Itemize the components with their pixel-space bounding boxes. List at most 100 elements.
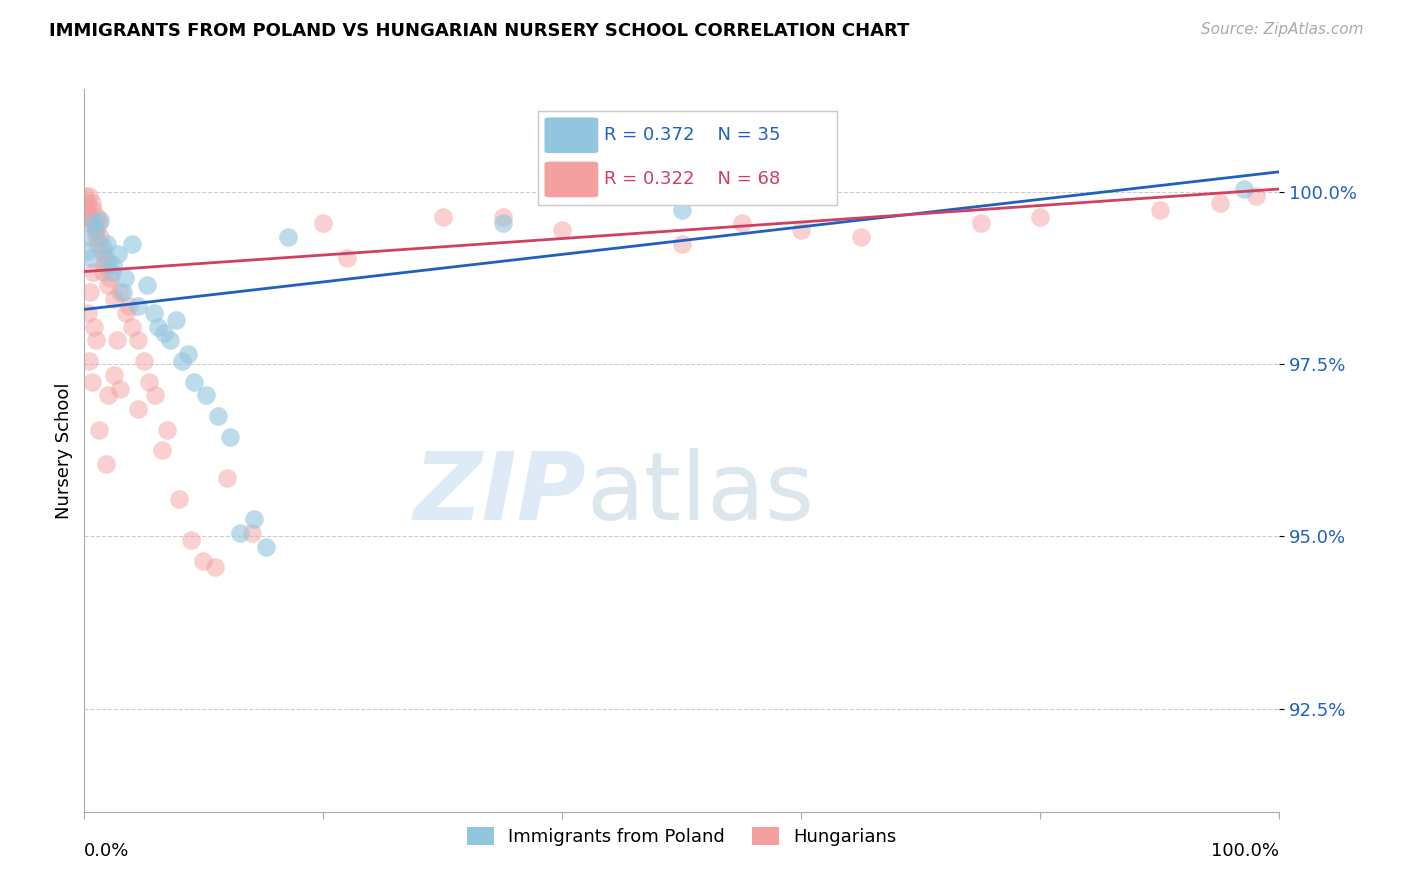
Point [83, 216, 105, 230]
Point [153, 326, 176, 341]
Point [159, 334, 181, 348]
Point [432, 210, 454, 224]
Point [551, 223, 574, 237]
Point [91, 264, 114, 278]
Point [127, 334, 149, 348]
Point [76, 202, 98, 217]
Point [84, 230, 107, 244]
Point [204, 560, 226, 574]
Point [83, 223, 105, 237]
Point [97, 388, 120, 402]
Point [121, 237, 143, 252]
Point [77, 189, 100, 203]
Point [243, 512, 266, 526]
Point [87, 237, 110, 252]
Point [193, 553, 215, 567]
Point [180, 533, 202, 547]
Point [76, 244, 98, 258]
Point [77, 230, 100, 244]
Point [80, 251, 103, 265]
Point [86, 223, 108, 237]
Point [671, 237, 693, 252]
Point [82, 264, 104, 278]
Point [89, 216, 111, 230]
Point [142, 306, 165, 320]
Point [86, 334, 108, 348]
Point [127, 402, 149, 417]
Point [229, 526, 252, 541]
Point [80, 375, 103, 389]
Point [111, 285, 134, 300]
Point [90, 244, 112, 258]
Point [79, 210, 101, 224]
Text: 0.0%: 0.0% [84, 842, 129, 860]
Point [101, 264, 124, 278]
Point [254, 540, 277, 554]
Point [217, 471, 239, 485]
Point [98, 271, 121, 285]
Point [148, 319, 170, 334]
Point [103, 292, 125, 306]
Point [114, 306, 136, 320]
Point [121, 319, 143, 334]
Point [127, 299, 149, 313]
Point [79, 285, 101, 300]
Point [135, 278, 157, 293]
Point [336, 251, 359, 265]
Point [1029, 210, 1052, 224]
Point [195, 388, 218, 402]
Point [138, 375, 160, 389]
Point [219, 430, 242, 444]
Point [114, 271, 136, 285]
Point [240, 526, 263, 541]
Point [101, 258, 124, 272]
Point [97, 254, 120, 268]
Point [492, 210, 515, 224]
Point [80, 216, 103, 230]
Point [183, 375, 205, 389]
Point [156, 423, 179, 437]
Point [103, 368, 125, 382]
Point [312, 216, 335, 230]
Point [89, 230, 111, 244]
Point [77, 354, 100, 368]
Text: IMMIGRANTS FROM POLAND VS HUNGARIAN NURSERY SCHOOL CORRELATION CHART: IMMIGRANTS FROM POLAND VS HUNGARIAN NURS… [49, 22, 910, 40]
Text: Source: ZipAtlas.com: Source: ZipAtlas.com [1201, 22, 1364, 37]
Point [970, 216, 993, 230]
Point [1149, 202, 1171, 217]
Text: ZIP: ZIP [413, 448, 586, 540]
Point [75, 195, 97, 210]
Point [83, 319, 105, 334]
Point [96, 237, 118, 252]
Y-axis label: Nursery School: Nursery School [55, 382, 73, 519]
Point [75, 189, 97, 203]
Point [177, 347, 200, 361]
Point [277, 230, 299, 244]
Point [790, 223, 813, 237]
Point [76, 210, 98, 224]
Point [165, 312, 187, 326]
Point [118, 299, 141, 313]
Text: 100.0%: 100.0% [1212, 842, 1279, 860]
Point [851, 230, 873, 244]
Point [169, 491, 191, 506]
Point [89, 213, 111, 227]
Point [1244, 189, 1267, 203]
Point [132, 354, 155, 368]
Point [93, 240, 115, 254]
Point [731, 216, 754, 230]
Point [77, 195, 100, 210]
Point [82, 195, 104, 210]
Point [110, 382, 132, 396]
Point [671, 202, 693, 217]
Point [150, 443, 173, 458]
Point [82, 202, 104, 217]
Point [87, 423, 110, 437]
Point [172, 354, 194, 368]
Point [207, 409, 229, 423]
Text: atlas: atlas [586, 448, 814, 540]
Point [94, 251, 117, 265]
Point [77, 306, 100, 320]
Point [94, 457, 117, 471]
Point [492, 216, 515, 230]
